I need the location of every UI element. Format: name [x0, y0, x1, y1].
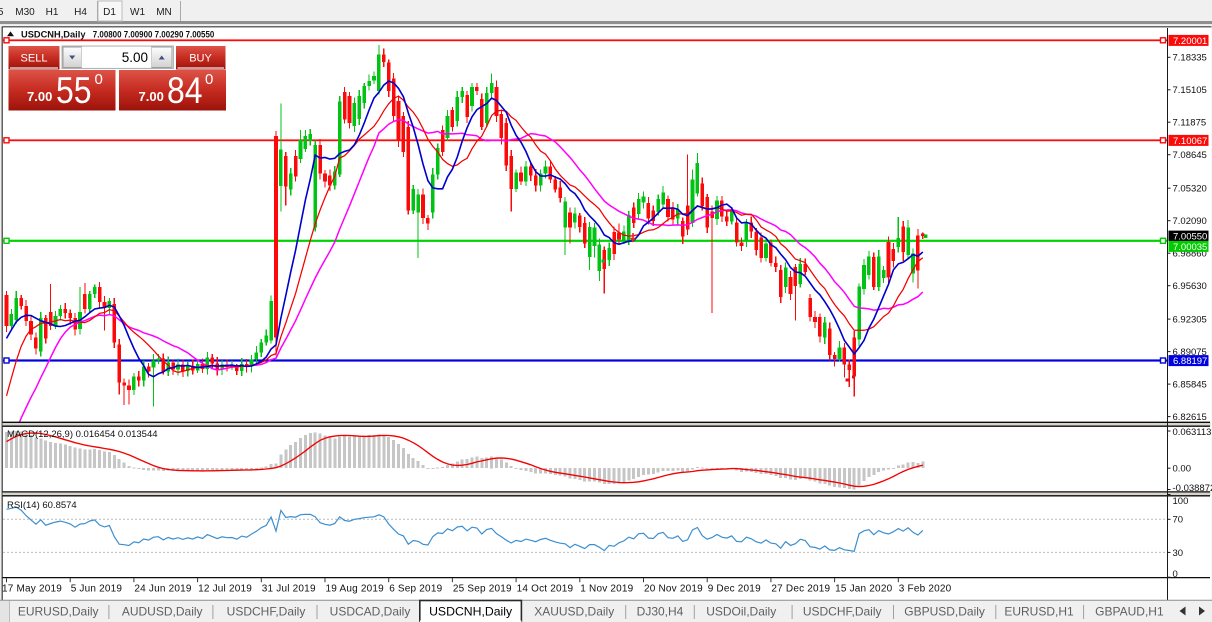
svg-text:0: 0 [205, 71, 213, 88]
svg-text:7.00035: 7.00035 [1173, 242, 1207, 253]
svg-text:7.20001: 7.20001 [1173, 36, 1207, 47]
svg-text:3 Feb 2020: 3 Feb 2020 [899, 584, 952, 595]
svg-text:GBPUSD,Daily: GBPUSD,Daily [904, 605, 985, 619]
svg-text:5 Jun 2019: 5 Jun 2019 [71, 584, 123, 595]
svg-text:1 Nov 2019: 1 Nov 2019 [580, 584, 633, 595]
svg-text:7.00: 7.00 [27, 89, 52, 104]
svg-text:0.063113: 0.063113 [1173, 427, 1212, 438]
svg-text:DJ30,H4: DJ30,H4 [637, 605, 684, 619]
svg-text:7.00800 7.00900 7.00290 7.0055: 7.00800 7.00900 7.00290 7.00550 [93, 30, 215, 40]
svg-text:H4: H4 [74, 7, 87, 18]
svg-text:7.15105: 7.15105 [1173, 85, 1207, 96]
svg-text:19 Aug 2019: 19 Aug 2019 [326, 584, 385, 595]
svg-text:EURUSD,H1: EURUSD,H1 [1004, 605, 1074, 619]
svg-text:USDCHF,Daily: USDCHF,Daily [227, 605, 306, 619]
svg-text:12 Jul 2019: 12 Jul 2019 [198, 584, 252, 595]
svg-text:20 Nov 2019: 20 Nov 2019 [644, 584, 703, 595]
svg-text:XAUUSD,Daily: XAUUSD,Daily [534, 605, 614, 619]
svg-text:6.82615: 6.82615 [1173, 412, 1207, 423]
svg-text:7.18335: 7.18335 [1173, 53, 1207, 64]
svg-text:7.00: 7.00 [139, 89, 164, 104]
svg-text:100: 100 [1173, 496, 1189, 507]
svg-text:0.00: 0.00 [1173, 464, 1192, 475]
svg-text:6.88197: 6.88197 [1173, 356, 1207, 367]
svg-text:AUDUSD,Daily: AUDUSD,Daily [122, 605, 203, 619]
svg-text:55: 55 [56, 70, 92, 111]
svg-text:0: 0 [95, 71, 103, 88]
svg-text:17 May 2019: 17 May 2019 [2, 584, 62, 595]
svg-text:27 Dec 2019: 27 Dec 2019 [771, 584, 830, 595]
svg-text:7.10067: 7.10067 [1173, 136, 1207, 147]
svg-text:H1: H1 [46, 7, 59, 18]
svg-text:MACD(12,26,9) 0.016454 0.01354: MACD(12,26,9) 0.016454 0.013544 [7, 429, 158, 440]
svg-text:M30: M30 [15, 7, 35, 18]
svg-text:USDCNH,Daily: USDCNH,Daily [429, 605, 512, 619]
svg-text:6.85845: 6.85845 [1173, 380, 1207, 391]
svg-text:9 Dec 2019: 9 Dec 2019 [708, 584, 761, 595]
svg-text:USDCAD,Daily: USDCAD,Daily [330, 605, 411, 619]
svg-text:RSI(14) 60.8574: RSI(14) 60.8574 [7, 500, 77, 511]
svg-text:SELL: SELL [21, 53, 48, 65]
svg-text:BUY: BUY [189, 53, 212, 65]
svg-text:24 Jun 2019: 24 Jun 2019 [134, 584, 191, 595]
svg-text:M5: M5 [0, 7, 4, 18]
svg-text:6.98860: 6.98860 [1173, 249, 1207, 260]
svg-text:-0.038872: -0.038872 [1173, 483, 1212, 494]
svg-text:25 Sep 2019: 25 Sep 2019 [453, 584, 512, 595]
svg-text:7.02090: 7.02090 [1173, 216, 1207, 227]
svg-text:GBPAUD,H1: GBPAUD,H1 [1095, 605, 1164, 619]
svg-text:31 Jul 2019: 31 Jul 2019 [262, 584, 316, 595]
svg-text:14 Oct 2019: 14 Oct 2019 [517, 584, 574, 595]
svg-text:5.00: 5.00 [122, 50, 148, 65]
svg-text:6 Sep 2019: 6 Sep 2019 [389, 584, 442, 595]
svg-text:7.05320: 7.05320 [1173, 184, 1207, 195]
svg-text:USDCHF,Daily: USDCHF,Daily [803, 605, 882, 619]
svg-text:MN: MN [156, 7, 172, 18]
svg-text:W1: W1 [130, 7, 145, 18]
svg-text:6.95630: 6.95630 [1173, 281, 1207, 292]
svg-text:7.11875: 7.11875 [1173, 118, 1207, 129]
svg-text:D1: D1 [103, 7, 116, 18]
svg-text:USDCNH,Daily: USDCNH,Daily [21, 30, 86, 41]
svg-text:0: 0 [1173, 569, 1178, 580]
svg-text:6.89075: 6.89075 [1173, 347, 1207, 358]
svg-text:7.08645: 7.08645 [1173, 150, 1207, 161]
svg-text:6.92305: 6.92305 [1173, 315, 1207, 326]
svg-text:7.00550: 7.00550 [1173, 232, 1207, 243]
svg-text:70: 70 [1173, 515, 1184, 526]
svg-text:84: 84 [167, 70, 203, 111]
svg-text:USDOil,Daily: USDOil,Daily [706, 605, 776, 619]
svg-text:30: 30 [1173, 548, 1184, 559]
svg-text:EURUSD,Daily: EURUSD,Daily [18, 605, 99, 619]
svg-text:15 Jan 2020: 15 Jan 2020 [835, 584, 892, 595]
